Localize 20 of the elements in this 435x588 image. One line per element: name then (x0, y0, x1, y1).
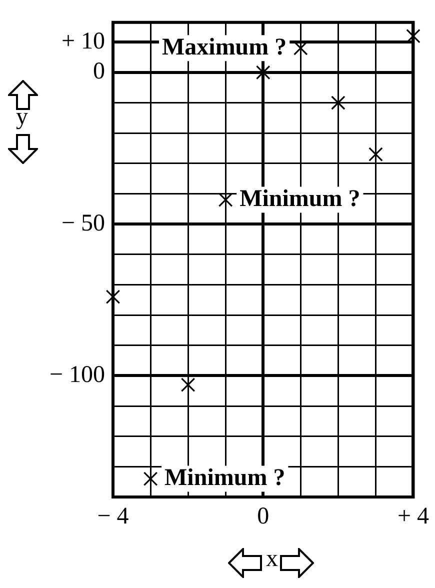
annotation: Minimum ? (164, 465, 286, 492)
annotation: Maximum ? (162, 34, 287, 60)
point (106, 290, 120, 304)
y-tick-label: + 10 (61, 28, 105, 54)
point (406, 28, 420, 44)
point (180, 378, 196, 392)
y-tick-label: 0 (93, 58, 105, 85)
y-tick-label: − 100 (49, 362, 105, 388)
x-tick-label: − 4 (97, 504, 129, 530)
x-tick-label: 0 (257, 504, 270, 530)
annotation: Minimum ? (240, 186, 360, 212)
y-axis-title: y (16, 104, 28, 131)
point (331, 96, 346, 110)
x-tick-label: + 4 (397, 504, 430, 530)
point (218, 192, 233, 207)
point (143, 472, 158, 486)
point (256, 65, 270, 80)
point (368, 147, 383, 162)
x-axis-title: x (266, 546, 278, 573)
y-tick-label: − 50 (61, 210, 105, 236)
